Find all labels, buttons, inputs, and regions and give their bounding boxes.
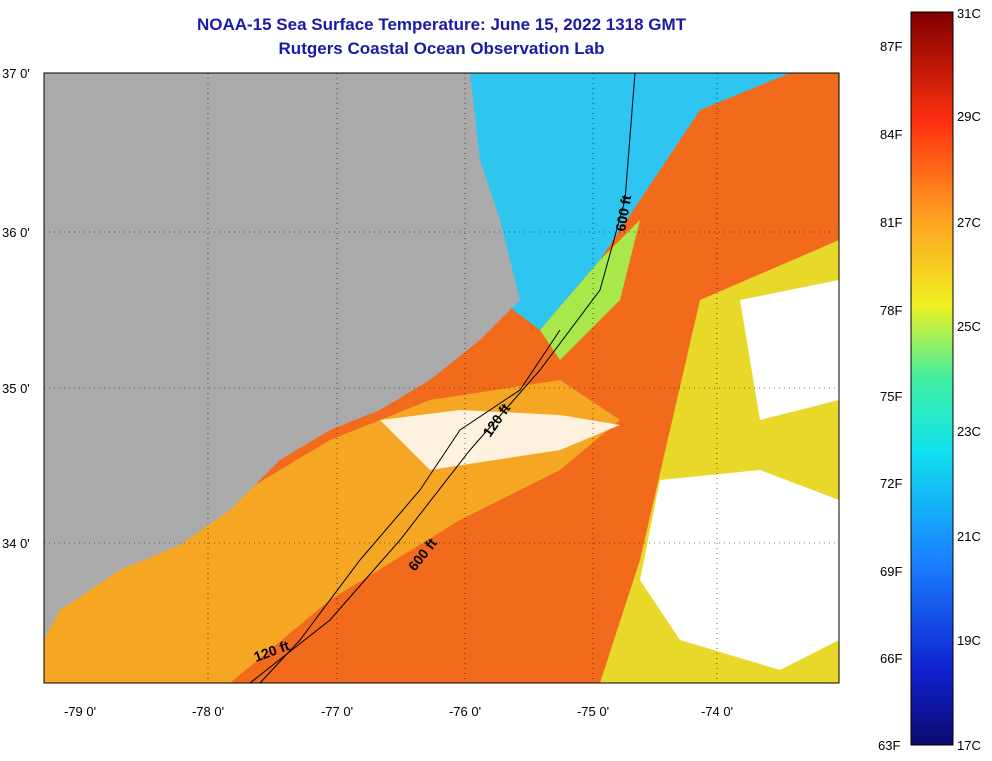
map-title: NOAA-15 Sea Surface Temperature: June 15… [196, 15, 687, 34]
transition-water [540, 220, 640, 360]
colorbar-f-label: 75F [880, 389, 902, 404]
colorbar-c-label: 29C [957, 109, 981, 124]
sst-image [44, 73, 839, 683]
colorbar-c-label: 25C [957, 319, 981, 334]
colorbar-f-label: 72F [880, 476, 902, 491]
colorbar-f-label: 81F [880, 215, 902, 230]
graticule [44, 73, 839, 683]
map-subtitle: Rutgers Coastal Ocean Observation Lab [278, 39, 605, 58]
lat-label: 35 0' [2, 381, 30, 396]
lat-label: 37 0' [2, 66, 30, 81]
lon-label: -74 0' [701, 704, 733, 719]
cloud-patch [380, 410, 620, 470]
contour-120ft [259, 329, 561, 683]
lon-label: -79 0' [64, 704, 96, 719]
colorbar-f-label: 78F [880, 303, 902, 318]
colorbar-c-label: 23C [957, 424, 981, 439]
lat-label: 34 0' [2, 536, 30, 551]
colorbar-f-label: 69F [880, 564, 902, 579]
colorbar-c-label: 27C [957, 215, 981, 230]
lon-label: -76 0' [449, 704, 481, 719]
map-frame [43, 72, 840, 684]
colorbar-f-label: 63F [878, 738, 900, 753]
cloud-patch [740, 280, 839, 420]
contour-600ft [249, 73, 636, 683]
contour-label: 600 ft [612, 193, 634, 232]
lon-label: -78 0' [192, 704, 224, 719]
colorbar-c-label: 31C [957, 6, 981, 21]
colorbar-c-label: 19C [957, 633, 981, 648]
colorbar-f-label: 66F [880, 651, 902, 666]
colorbar-c-label: 17C [957, 738, 981, 753]
cold-water-north [470, 73, 790, 330]
colorbar-f-label: 84F [880, 127, 902, 142]
lon-label: -75 0' [577, 704, 609, 719]
lat-label: 36 0' [2, 225, 30, 240]
land [44, 73, 520, 640]
colorbar-c-label: 21C [957, 529, 981, 544]
colorbar [910, 11, 954, 746]
cloud-patch [640, 470, 839, 670]
lon-label: -77 0' [321, 704, 353, 719]
colorbar-f-label: 87F [880, 39, 902, 54]
